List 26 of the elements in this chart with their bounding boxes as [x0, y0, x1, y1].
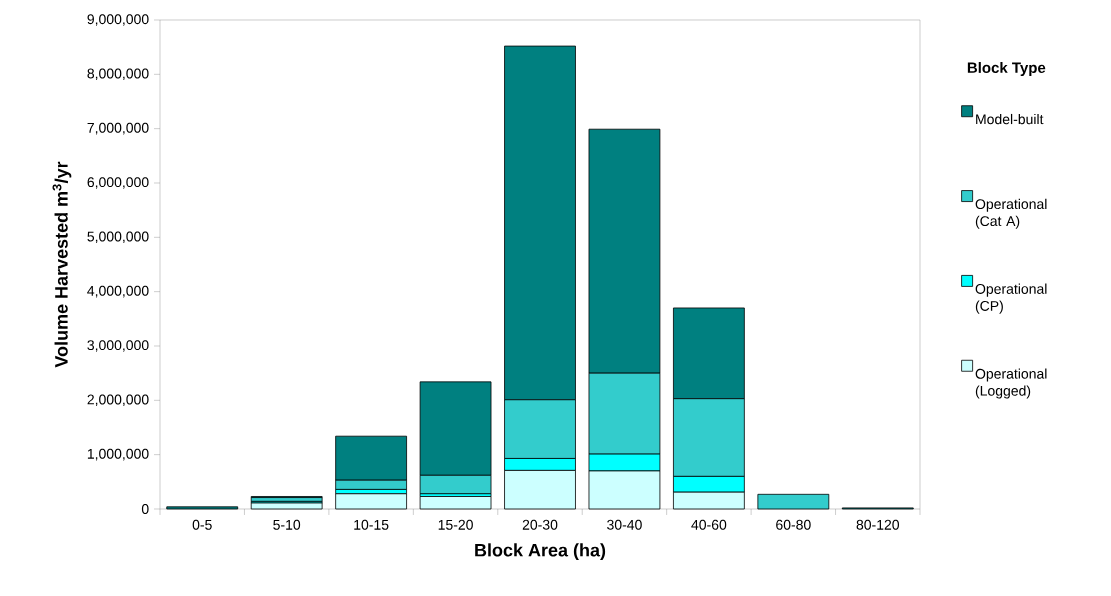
x-tick-label: 5-10: [273, 519, 301, 530]
x-tick-label: 30-40: [607, 519, 642, 530]
y-tick-label: 5,000,000: [87, 231, 149, 244]
x-tick-label: 40-60: [691, 519, 727, 530]
legend-label: Operational (Cat A): [975, 198, 1047, 229]
y-tick-label: 4,000,000: [87, 285, 149, 298]
y-tick-label: 3,000,000: [87, 340, 149, 352]
y-tick-label: 6,000,000: [87, 177, 149, 189]
y-tick-label: 2,000,000: [87, 394, 149, 407]
x-tick-label: 60-80: [776, 519, 811, 530]
legend-title: Block Type: [967, 62, 1046, 76]
x-tick-label: 15-20: [438, 519, 473, 530]
y-tick-label: 0: [141, 504, 149, 514]
y-tick-label: 8,000,000: [87, 68, 149, 81]
y-tick-label: 9,000,000: [87, 14, 149, 26]
legend-label: Operational (Logged): [975, 368, 1047, 399]
x-tick-label: 10-15: [354, 519, 389, 530]
x-axis-title: Block Area (ha): [475, 543, 606, 561]
x-tick-label: 20-30: [522, 519, 558, 530]
x-tick-label: 80-120: [856, 519, 900, 530]
y-axis-title: Volume Harvested m$^{3}$/yr: [52, 161, 72, 368]
y-tick-label: 7,000,000: [87, 122, 149, 135]
legend-label: Operational (CP): [975, 283, 1047, 314]
x-tick-label: 0-5: [192, 519, 212, 530]
y-tick-label: 1,000,000: [87, 448, 149, 461]
legend-label: Model-built: [976, 113, 1044, 125]
